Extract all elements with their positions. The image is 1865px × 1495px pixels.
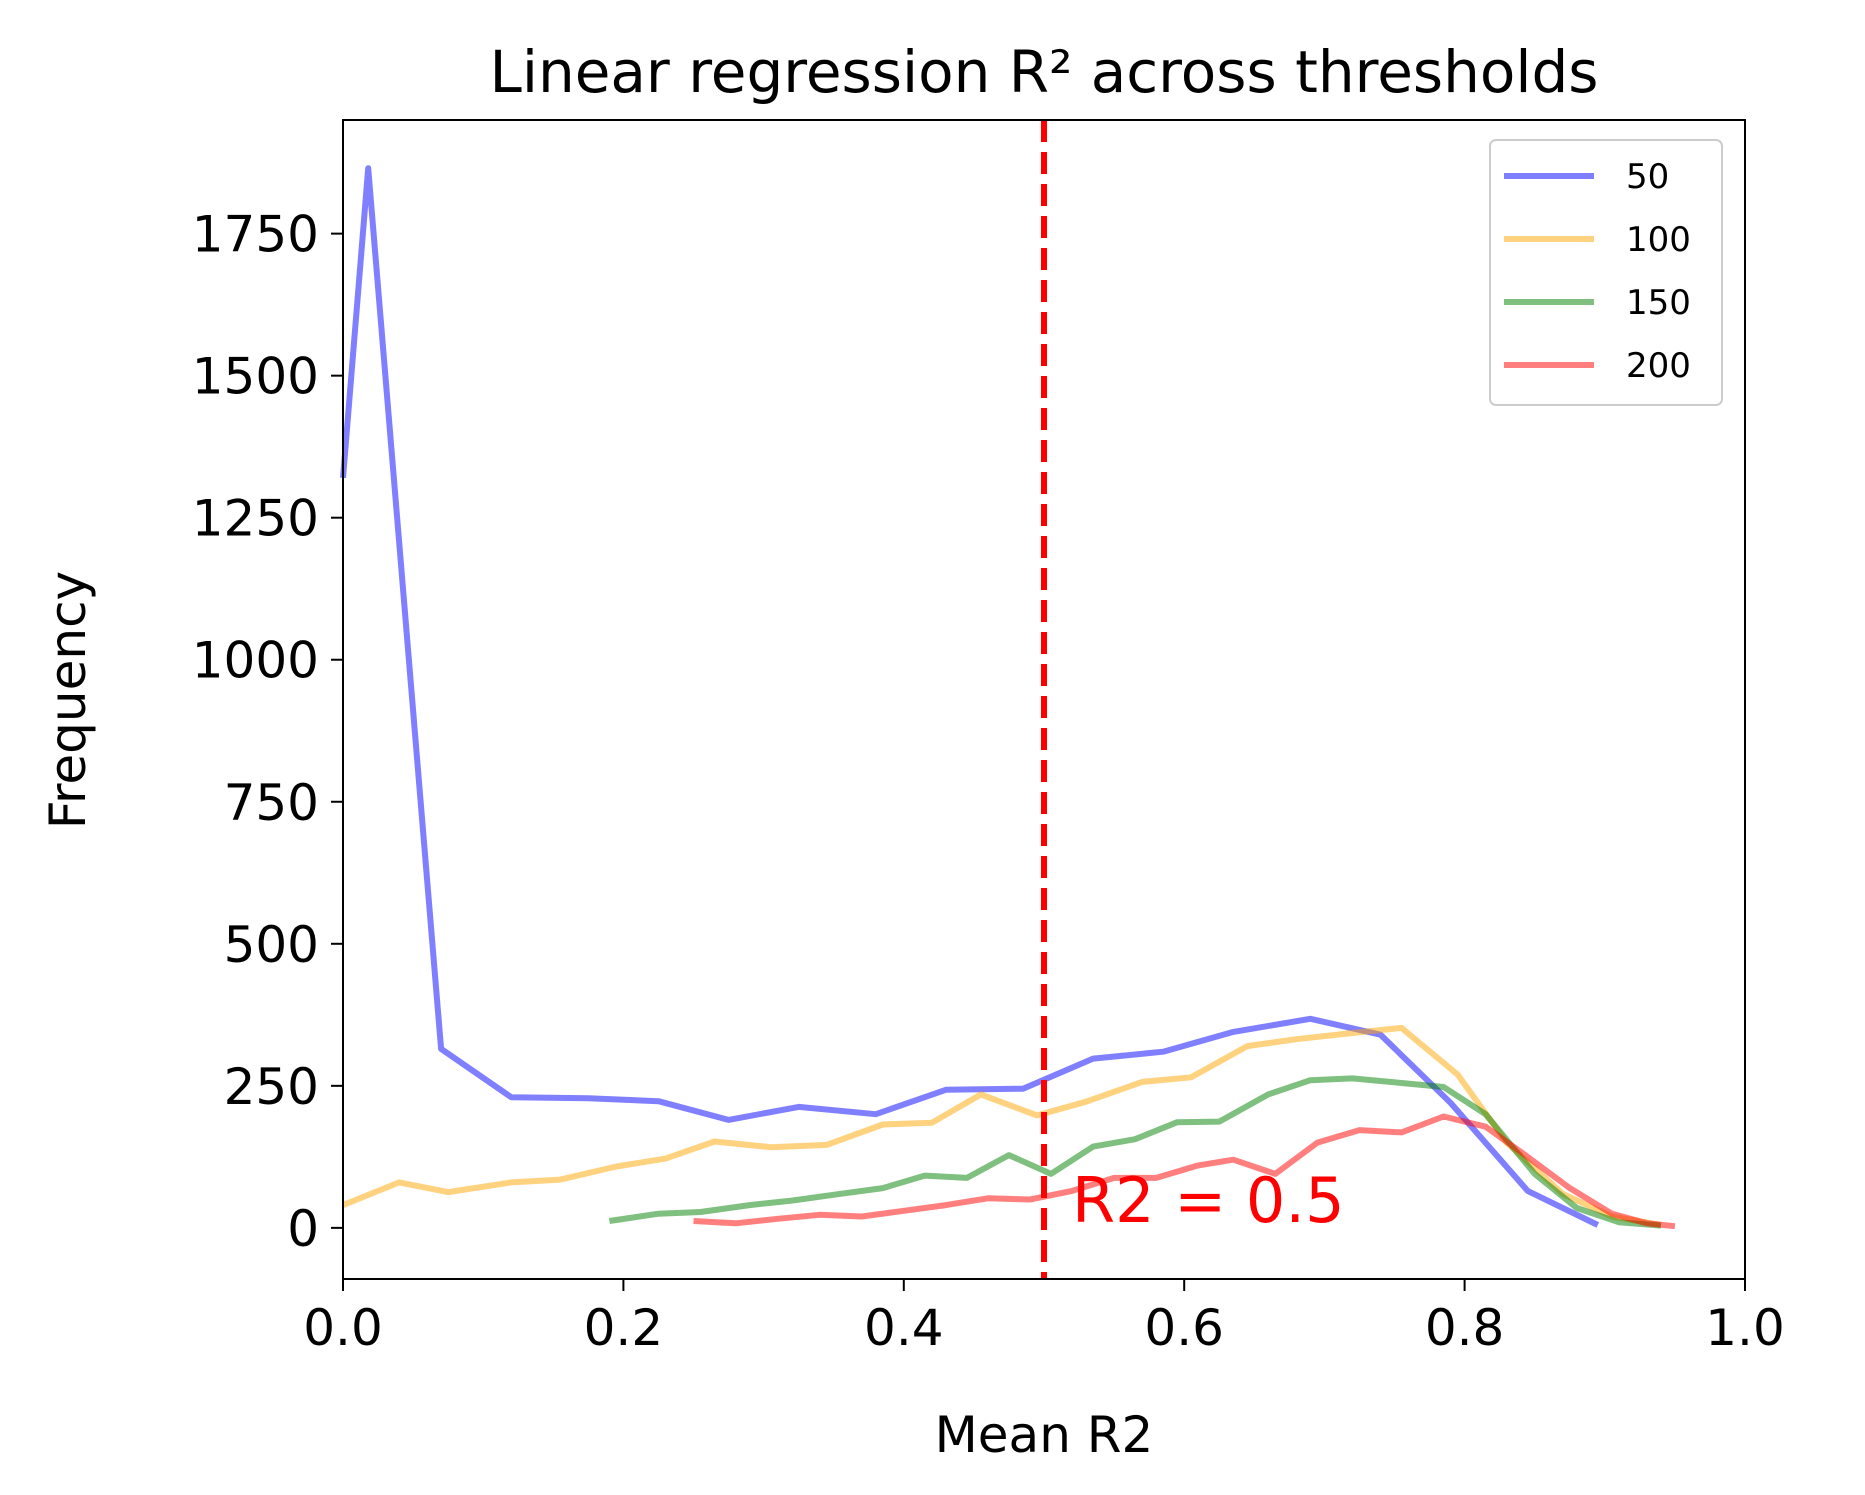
legend-label-100: 100 bbox=[1626, 220, 1691, 260]
y-tick-label: 1250 bbox=[192, 490, 319, 548]
y-tick-label: 250 bbox=[224, 1058, 319, 1116]
series-line-50 bbox=[340, 165, 1600, 1228]
x-tick-label: 1.0 bbox=[1705, 1299, 1785, 1357]
y-tick-label: 1000 bbox=[192, 632, 319, 690]
x-tick-label: 0.6 bbox=[1144, 1299, 1224, 1357]
x-tick-label: 0.8 bbox=[1425, 1299, 1505, 1357]
y-tick-label: 1500 bbox=[192, 348, 319, 406]
x-tick-label: 0.2 bbox=[584, 1299, 664, 1357]
y-tick-label: 1750 bbox=[192, 206, 319, 264]
y-tick-label: 750 bbox=[224, 774, 319, 832]
plot-series bbox=[340, 165, 1676, 1230]
x-axis-label: Mean R2 bbox=[935, 1406, 1154, 1464]
legend-box bbox=[1489, 139, 1723, 406]
legend: 50 100 150 200 bbox=[1489, 139, 1723, 406]
y-tick-label: 0 bbox=[287, 1200, 319, 1258]
x-tick-label: 0.4 bbox=[864, 1299, 944, 1357]
series-line-150 bbox=[608, 1075, 1662, 1229]
chart-title: Linear regression R² across thresholds bbox=[490, 38, 1599, 106]
y-tick-label: 500 bbox=[224, 916, 319, 974]
plot-frame bbox=[342, 119, 1746, 1280]
x-axis: 0.0 0.2 0.4 0.6 0.8 1.0 bbox=[303, 1279, 1785, 1357]
series-line-100 bbox=[341, 1024, 1662, 1228]
reference-line-group: R2 = 0.5 bbox=[1041, 120, 1345, 1279]
annotation-label: R2 = 0.5 bbox=[1072, 1164, 1345, 1237]
x-tick-label: 0.0 bbox=[303, 1299, 383, 1357]
y-axis: 0 250 500 750 1000 1250 1500 1750 bbox=[192, 206, 343, 1258]
series-line-200 bbox=[693, 1113, 1676, 1230]
legend-label-150: 150 bbox=[1626, 283, 1691, 323]
legend-label-50: 50 bbox=[1626, 157, 1669, 197]
legend-label-200: 200 bbox=[1626, 346, 1691, 386]
y-axis-label: Frequency bbox=[39, 571, 97, 829]
